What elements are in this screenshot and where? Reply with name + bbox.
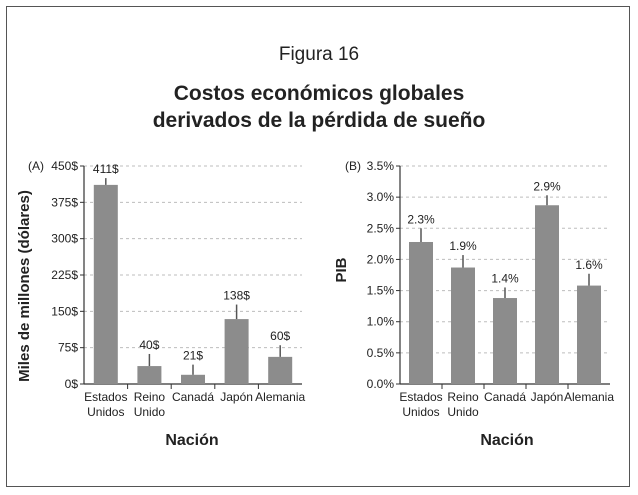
y-tick-label-a: 150$ [51, 304, 78, 318]
figure-title: Costos económicos globales derivados de … [0, 80, 638, 134]
bar-a [137, 366, 162, 384]
y-tick-label-b: 1.5% [367, 284, 395, 298]
y-axis-title-a: Miles de millones (dólares) [16, 190, 33, 382]
y-tick-label-b: 0.5% [367, 346, 395, 360]
x-axis-title-b: Nación [480, 432, 533, 449]
x-axis-title-a: Nación [165, 432, 218, 449]
value-label-a: 40$ [139, 338, 159, 352]
y-tick-label-a: 0$ [65, 377, 79, 391]
category-label-b: Japón [531, 390, 564, 404]
y-tick-label-a: 225$ [51, 268, 78, 282]
y-tick-label-b: 2.5% [367, 221, 395, 235]
category-label-a: Alemania [255, 390, 305, 404]
bar-b [577, 285, 601, 384]
bar-a [268, 356, 293, 384]
bar-b [535, 205, 559, 384]
bar-b [409, 241, 433, 384]
panel-label-a: (A) [28, 159, 44, 173]
y-tick-label-a: 375$ [51, 195, 78, 209]
y-axis-title-b: PIB [333, 257, 350, 282]
value-label-a: 21$ [183, 349, 203, 363]
bar-a [224, 319, 249, 384]
category-label-b: Canadá [484, 390, 526, 404]
value-label-b: 1.6% [575, 258, 603, 272]
y-tick-label-b: 3.0% [367, 190, 395, 204]
y-tick-label-b: 1.0% [367, 315, 395, 329]
value-label-a: 138$ [223, 289, 250, 303]
category-label-b: Reino [447, 390, 479, 404]
category-label-b: Alemania [564, 390, 614, 404]
value-label-b: 1.4% [491, 271, 519, 285]
figure-title-line-2: derivados de la pérdida de sueño [152, 109, 486, 132]
value-label-b: 2.3% [407, 212, 435, 226]
value-label-a: 411$ [93, 162, 119, 176]
bar-a [93, 184, 118, 384]
bar-b [451, 267, 475, 384]
value-label-a: 60$ [270, 329, 290, 343]
y-tick-label-b: 0.0% [367, 377, 395, 391]
category-label-b: Estados [399, 390, 442, 404]
category-label-a: Estados [84, 390, 127, 404]
category-label-a: Unidos [87, 405, 124, 419]
y-tick-label-a: 450$ [51, 159, 78, 173]
y-tick-label-a: 300$ [51, 232, 78, 246]
category-label-a: Japón [220, 390, 253, 404]
category-label-a: Unido [134, 405, 166, 419]
panel-label-b: (B) [345, 159, 361, 173]
value-label-b: 2.9% [533, 179, 561, 193]
value-label-b: 1.9% [449, 239, 477, 253]
figure-label: Figura 16 [278, 44, 360, 65]
y-tick-label-b: 3.5% [367, 159, 395, 173]
y-tick-label-b: 2.0% [367, 252, 395, 266]
bar-b [493, 298, 517, 384]
category-label-a: Canadá [172, 390, 214, 404]
category-label-a: Reino [134, 390, 166, 404]
category-label-b: Unidos [402, 405, 439, 419]
bar-a [181, 374, 205, 384]
category-label-b: Unido [447, 405, 479, 419]
figure-title-line-1: Costos económicos globales [173, 82, 465, 105]
y-tick-label-a: 75$ [58, 341, 78, 355]
